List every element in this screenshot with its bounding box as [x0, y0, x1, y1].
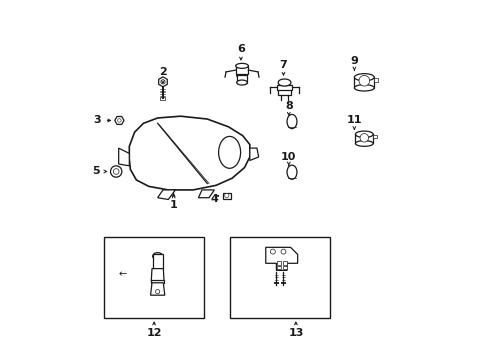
Circle shape: [224, 193, 228, 198]
Bar: [235, 66, 248, 74]
Text: 5: 5: [92, 166, 100, 176]
Circle shape: [110, 166, 122, 177]
Text: 13: 13: [287, 328, 303, 338]
Bar: [277, 261, 281, 265]
Bar: [354, 77, 373, 88]
Bar: [373, 77, 378, 82]
Bar: [160, 97, 165, 100]
Ellipse shape: [286, 165, 296, 179]
Circle shape: [359, 134, 368, 142]
Text: ←: ←: [118, 269, 126, 279]
Ellipse shape: [152, 253, 163, 260]
Text: 3: 3: [93, 116, 101, 125]
Ellipse shape: [218, 136, 240, 168]
Text: 7: 7: [279, 60, 287, 70]
Polygon shape: [158, 77, 167, 87]
Bar: [278, 85, 290, 95]
Text: 10: 10: [281, 152, 296, 162]
Bar: [230, 237, 329, 318]
Circle shape: [358, 76, 369, 86]
Polygon shape: [150, 283, 164, 295]
Ellipse shape: [235, 63, 248, 68]
Ellipse shape: [355, 141, 372, 146]
Text: 1: 1: [169, 200, 177, 210]
Polygon shape: [249, 148, 258, 161]
Bar: [282, 266, 286, 269]
Ellipse shape: [278, 79, 290, 86]
Polygon shape: [115, 117, 124, 125]
Polygon shape: [265, 247, 297, 270]
Text: 6: 6: [237, 44, 244, 54]
Polygon shape: [151, 269, 163, 281]
Polygon shape: [129, 116, 249, 190]
Text: 11: 11: [346, 115, 362, 125]
Bar: [151, 280, 163, 283]
Bar: [372, 135, 376, 138]
Text: 2: 2: [159, 67, 166, 77]
Bar: [277, 266, 281, 269]
Ellipse shape: [286, 114, 296, 129]
Bar: [104, 237, 203, 318]
Circle shape: [118, 119, 121, 122]
Ellipse shape: [236, 73, 247, 78]
Text: 8: 8: [285, 100, 292, 111]
Bar: [276, 85, 292, 90]
Circle shape: [155, 289, 160, 294]
Ellipse shape: [354, 85, 373, 91]
Polygon shape: [198, 190, 214, 198]
Ellipse shape: [236, 80, 247, 85]
Circle shape: [270, 249, 275, 254]
Bar: [222, 193, 230, 199]
Polygon shape: [157, 190, 175, 199]
Circle shape: [281, 249, 285, 254]
Circle shape: [113, 168, 119, 174]
Text: 9: 9: [350, 56, 358, 66]
Bar: [236, 76, 247, 82]
Text: 12: 12: [146, 328, 162, 338]
Bar: [355, 134, 372, 144]
Ellipse shape: [354, 74, 373, 81]
Polygon shape: [119, 148, 129, 166]
Text: 4: 4: [210, 194, 218, 204]
Ellipse shape: [355, 131, 372, 138]
Circle shape: [161, 80, 165, 84]
Bar: [282, 261, 286, 265]
Bar: [152, 255, 163, 269]
